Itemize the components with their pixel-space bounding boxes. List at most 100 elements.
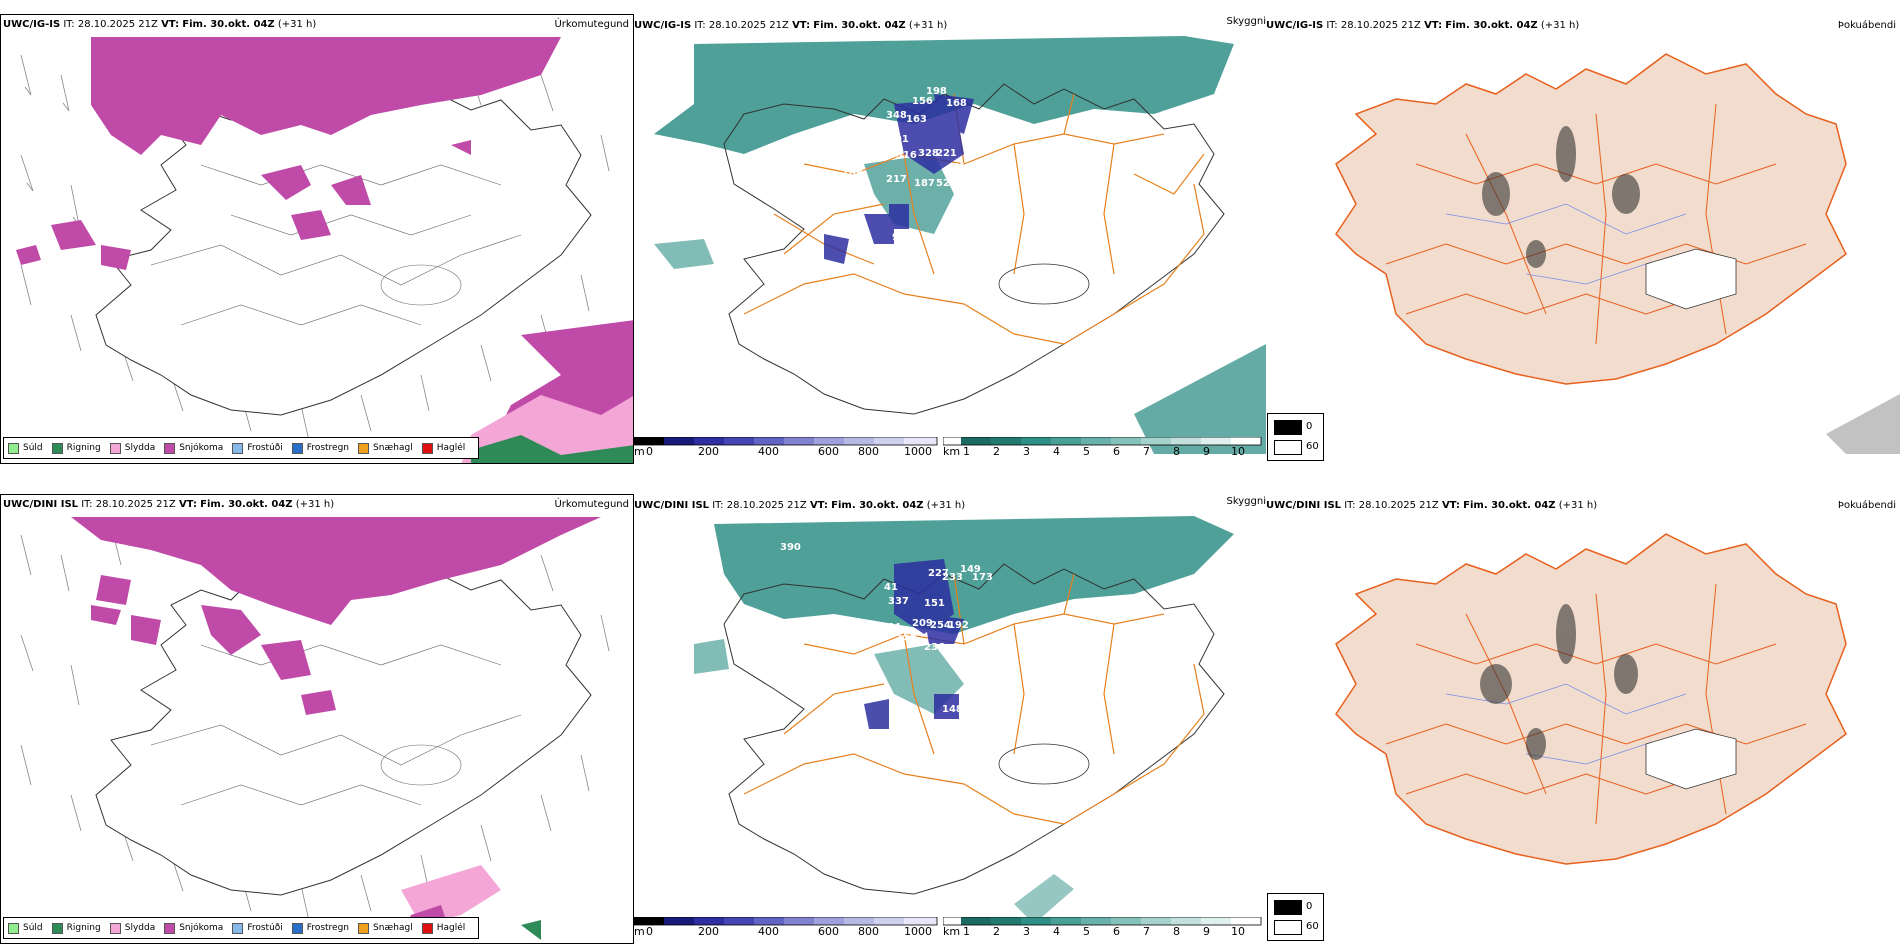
it-label: IT:: [694, 20, 706, 31]
it-value: 28.10.2025 21Z: [77, 19, 158, 30]
ceiling-value: 151: [924, 598, 945, 609]
legend-item: Frostregn: [291, 442, 349, 454]
header-row1-fog: UWC/IG-IS IT: 28.10.2025 21Z VT: Fim. 30…: [1266, 20, 1579, 32]
it-value: 28.10.2025 21Z: [1340, 20, 1421, 31]
precip-legend-row2: Súld Rigning Slydda Snjókoma Frostúði Fr…: [3, 917, 480, 939]
ceiling-value: 328: [918, 148, 939, 159]
vt-label: VT:: [1424, 20, 1443, 31]
header-row1-visibility: UWC/IG-IS IT: 28.10.2025 21Z VT: Fim. 30…: [634, 20, 947, 32]
vt-label: VT:: [809, 500, 828, 511]
lead-time: (+31 h): [277, 19, 317, 30]
visibility-tick: 2: [993, 925, 1000, 938]
legend-item: Haglél: [421, 922, 465, 934]
lead-time: (+31 h): [295, 499, 335, 510]
legend-item: Snæhagl: [358, 922, 413, 934]
legend-item: Súld: [8, 922, 43, 934]
ceiling-value: 173: [972, 572, 993, 583]
ceiling-value: 348: [886, 110, 907, 121]
ceiling-value: 364: [880, 622, 901, 633]
visibility-tick: 3: [1023, 445, 1030, 458]
visibility-tick: 10: [1231, 925, 1245, 938]
ceiling-value: 192: [948, 620, 969, 631]
visibility-colorbar-row1: km 1 2 3 4 5 6 7 8 9 10: [943, 437, 1265, 458]
visibility-tick: 4: [1053, 445, 1060, 458]
precip-panel-row1: UWC/IG-IS IT: 28.10.2025 21Z VT: Fim. 30…: [0, 14, 634, 464]
lead-time: (+31 h): [908, 20, 948, 31]
fog-scale-box-row2: 0 60: [1267, 893, 1324, 941]
ceiling-tick: 600: [818, 925, 839, 938]
legend-item: Slydda: [109, 442, 155, 454]
ceiling-tick: 800: [858, 445, 879, 458]
panel-title-fog: Þokuábendi: [1837, 500, 1896, 511]
visibility-unit: km: [943, 445, 961, 458]
ceiling-colorbar-row2: m 0 200 400 600 800 1000: [634, 917, 939, 938]
ceiling-value: 148: [942, 704, 963, 715]
ceiling-value: 156: [896, 632, 917, 643]
ceiling-value: 149: [960, 564, 981, 575]
ceiling-tick: 200: [698, 925, 719, 938]
fog-scale-high: 0: [1306, 421, 1313, 432]
panel-title-visibility: Skyggni: [1226, 496, 1266, 507]
panel-title-precip: Úrkomutegund: [554, 499, 629, 510]
ceiling-tick: 600: [818, 445, 839, 458]
model-name: UWC/DINI ISL: [3, 499, 79, 510]
visibility-tick: 10: [1231, 445, 1245, 458]
header-row2-precip: UWC/DINI ISL IT: 28.10.2025 21Z VT: Fim.…: [3, 499, 334, 511]
ceiling-value: 325: [634, 92, 643, 103]
ceiling-value: 168: [946, 98, 967, 109]
ceiling-value: 500: [848, 152, 869, 163]
header-row2-visibility: UWC/DINI ISL IT: 28.10.2025 21Z VT: Fim.…: [634, 500, 965, 512]
legend-item: Frostúði: [232, 442, 283, 454]
visibility-tick: 9: [1203, 925, 1210, 938]
vt-value: Fim. 30.okt. 04Z: [831, 500, 924, 511]
ceiling-colorbar-row1: m 0 200 400 600 800 1000: [634, 437, 939, 458]
precip-panel-row2: UWC/DINI ISL IT: 28.10.2025 21Z VT: Fim.…: [0, 494, 634, 944]
visibility-unit: km: [943, 925, 961, 938]
ceiling-unit: m: [634, 445, 645, 458]
vt-value: Fim. 30.okt. 04Z: [200, 499, 293, 510]
ceiling-value: 309: [788, 634, 809, 645]
precip-legend-row1: Súld Rigning Slydda Snjókoma Frostúði Fr…: [3, 437, 480, 459]
ceiling-value: 142: [888, 706, 909, 717]
visibility-tick: 8: [1173, 925, 1180, 938]
ceiling-value: 254: [930, 620, 951, 631]
it-value: 28.10.2025 21Z: [1358, 500, 1439, 511]
vt-label: VT:: [178, 499, 197, 510]
ceiling-value: 529: [936, 178, 957, 189]
ceiling-value: 221: [936, 148, 957, 159]
legend-item: Súld: [8, 442, 43, 454]
ceiling-value: 615: [952, 162, 973, 173]
model-name: UWC/DINI ISL: [634, 500, 710, 511]
ceiling-value: 188: [842, 168, 863, 179]
lead-time: (+31 h): [1540, 20, 1580, 31]
visibility-colorbar-row2: km 1 2 3 4 5 6 7 8 9 10: [943, 917, 1265, 938]
visibility-tick: 7: [1143, 925, 1150, 938]
fog-scale-low: 60: [1306, 441, 1319, 452]
visibility-tick: 8: [1173, 445, 1180, 458]
ceiling-unit: m: [634, 925, 645, 938]
visibility-tick: 5: [1083, 445, 1090, 458]
vt-value: Fim. 30.okt. 04Z: [182, 19, 275, 30]
lead-time: (+31 h): [1558, 500, 1598, 511]
visibility-tick: 1: [963, 925, 970, 938]
ceiling-tick: 1000: [904, 925, 932, 938]
ceiling-value: 191: [888, 134, 909, 145]
ceiling-tick: 0: [646, 445, 653, 458]
ceiling-tick: 400: [758, 445, 779, 458]
ceiling-value: 316: [896, 150, 917, 161]
visibility-tick: 6: [1113, 445, 1120, 458]
it-label: IT:: [712, 500, 724, 511]
header-row2-fog: UWC/DINI ISL IT: 28.10.2025 21Z VT: Fim.…: [1266, 500, 1597, 512]
ceiling-value: 236: [924, 642, 945, 653]
ceiling-value: 323: [642, 64, 663, 75]
legend-item: Snæhagl: [358, 442, 413, 454]
vt-label: VT:: [792, 20, 811, 31]
vt-label: VT:: [1441, 500, 1460, 511]
legend-item: Frostúði: [232, 922, 283, 934]
it-value: 28.10.2025 21Z: [726, 500, 807, 511]
fog-scale-low: 60: [1306, 921, 1319, 932]
visibility-tick: 3: [1023, 925, 1030, 938]
legend-item: Rigning: [51, 442, 101, 454]
fog-panel-row1: UWC/IG-IS IT: 28.10.2025 21Z VT: Fim. 30…: [1266, 14, 1900, 464]
ceiling-value: 390: [780, 542, 801, 553]
